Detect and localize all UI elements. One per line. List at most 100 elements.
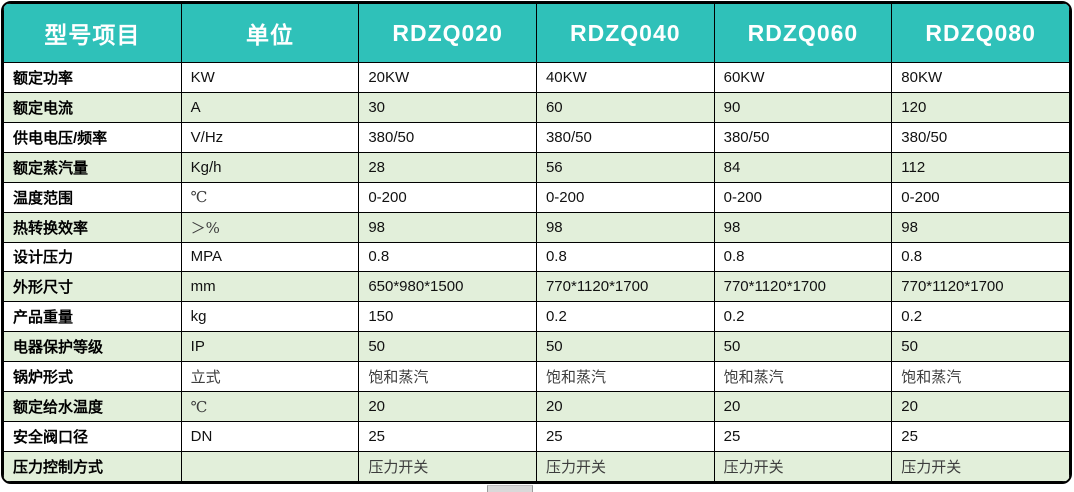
table-row: 外形尺寸 mm 650*980*1500 770*1120*1700 770*1120*… <box>3 271 1070 303</box>
unit-cell: kg <box>180 301 360 333</box>
value-cell: 0.2 <box>535 301 715 333</box>
value-cell: 60KW <box>713 62 893 93</box>
value-cell: 380/50 <box>891 121 1070 153</box>
value-cell: 20 <box>535 391 715 423</box>
spec-label-cell: 额定功率 <box>3 62 182 93</box>
value-cell: 饱和蒸汽 <box>713 361 893 393</box>
value-cell: 28 <box>358 151 537 183</box>
header-row: 型号项目 单位 RDZQ020 RDZQ040 RDZQ060 RDZQ080 <box>3 3 1070 63</box>
unit-cell: A <box>180 91 360 123</box>
spec-label-cell: 额定蒸汽量 <box>3 151 182 183</box>
value-cell: 380/50 <box>535 121 715 153</box>
table-row: 温度范围 ℃ 0-200 0-200 0-200 0-200 <box>3 181 1070 213</box>
unit-cell <box>180 450 360 482</box>
value-cell: 0.8 <box>535 241 715 273</box>
value-cell: 770*1120*1700 <box>891 271 1070 303</box>
spec-label-cell: 电器保护等级 <box>3 331 182 363</box>
unit-cell: MPA <box>180 241 360 273</box>
table-body: 额定功率 KW 20KW 40KW 60KW 80KW 额定电流 A 30 60 90 120 供电电压… <box>3 62 1070 482</box>
value-cell: 0-200 <box>358 181 537 213</box>
value-cell: 压力开关 <box>535 450 715 482</box>
value-cell: 压力开关 <box>713 450 893 482</box>
value-cell: 0.2 <box>713 301 893 333</box>
spec-label-cell: 锅炉形式 <box>3 361 182 393</box>
value-cell: 98 <box>535 211 715 243</box>
unit-cell: ＞% <box>180 211 360 243</box>
boiler-spec-table: 型号项目 单位 RDZQ020 RDZQ040 RDZQ060 RDZQ080 额定功率 K… <box>3 3 1070 482</box>
value-cell: 150 <box>358 301 537 333</box>
value-cell: 112 <box>891 151 1070 183</box>
column-header: RDZQ020 <box>358 3 537 63</box>
value-cell: 0-200 <box>535 181 715 213</box>
value-cell: 饱和蒸汽 <box>535 361 715 393</box>
column-header: RDZQ080 <box>891 3 1070 63</box>
value-cell: 25 <box>535 421 715 452</box>
table-row: 额定功率 KW 20KW 40KW 60KW 80KW <box>3 62 1070 93</box>
value-cell: 0.8 <box>713 241 893 273</box>
unit-cell: 立式 <box>180 361 360 393</box>
value-cell: 0.2 <box>891 301 1070 333</box>
table-row: 热转换效率 ＞% 98 98 98 98 <box>3 211 1070 243</box>
column-header: RDZQ060 <box>713 3 893 63</box>
value-cell: 50 <box>535 331 715 363</box>
table-header: 型号项目 单位 RDZQ020 RDZQ040 RDZQ060 RDZQ080 <box>3 3 1070 63</box>
value-cell: 40KW <box>535 62 715 93</box>
unit-cell: ℃ <box>180 391 360 423</box>
value-cell: 饱和蒸汽 <box>358 361 537 393</box>
value-cell: 0-200 <box>713 181 893 213</box>
unit-cell: DN <box>180 421 360 452</box>
value-cell: 25 <box>891 421 1070 452</box>
unit-cell: V/Hz <box>180 121 360 153</box>
value-cell: 30 <box>358 91 537 123</box>
value-cell: 98 <box>713 211 893 243</box>
value-cell: 90 <box>713 91 893 123</box>
table-row: 压力控制方式 压力开关 压力开关 压力开关 压力开关 <box>3 450 1070 482</box>
spec-table: 型号项目 单位 RDZQ020 RDZQ040 RDZQ060 RDZQ080 额定功率 K… <box>1 1 1072 484</box>
value-cell: 770*1120*1700 <box>535 271 715 303</box>
spec-label-cell: 设计压力 <box>3 241 182 273</box>
unit-cell: mm <box>180 271 360 303</box>
value-cell: 压力开关 <box>891 450 1070 482</box>
value-cell: 56 <box>535 151 715 183</box>
cropped-ui-fragment <box>487 485 533 492</box>
value-cell: 20KW <box>358 62 537 93</box>
value-cell: 25 <box>713 421 893 452</box>
value-cell: 650*980*1500 <box>358 271 537 303</box>
spec-label-cell: 外形尺寸 <box>3 271 182 303</box>
table-row: 安全阀口径 DN 25 25 25 25 <box>3 421 1070 452</box>
value-cell: 770*1120*1700 <box>713 271 893 303</box>
value-cell: 20 <box>358 391 537 423</box>
value-cell: 50 <box>891 331 1070 363</box>
value-cell: 60 <box>535 91 715 123</box>
table-row: 锅炉形式 立式 饱和蒸汽 饱和蒸汽 饱和蒸汽 饱和蒸汽 <box>3 361 1070 393</box>
value-cell: 120 <box>891 91 1070 123</box>
value-cell: 80KW <box>891 62 1070 93</box>
spec-label-cell: 额定电流 <box>3 91 182 123</box>
spec-label-cell: 供电电压/频率 <box>3 121 182 153</box>
table-row: 额定给水温度 ℃ 20 20 20 20 <box>3 391 1070 423</box>
table-row: 设计压力 MPA 0.8 0.8 0.8 0.8 <box>3 241 1070 273</box>
value-cell: 98 <box>358 211 537 243</box>
value-cell: 84 <box>713 151 893 183</box>
unit-cell: Kg/h <box>180 151 360 183</box>
spec-label-cell: 产品重量 <box>3 301 182 333</box>
spec-label-cell: 额定给水温度 <box>3 391 182 423</box>
value-cell: 0.8 <box>358 241 537 273</box>
table-row: 产品重量 kg 150 0.2 0.2 0.2 <box>3 301 1070 333</box>
spec-label-cell: 温度范围 <box>3 181 182 213</box>
value-cell: 50 <box>358 331 537 363</box>
table-row: 额定电流 A 30 60 90 120 <box>3 91 1070 123</box>
column-header: RDZQ040 <box>535 3 715 63</box>
value-cell: 380/50 <box>358 121 537 153</box>
table-row: 电器保护等级 IP 50 50 50 50 <box>3 331 1070 363</box>
value-cell: 0-200 <box>891 181 1070 213</box>
value-cell: 20 <box>713 391 893 423</box>
unit-cell: ℃ <box>180 181 360 213</box>
value-cell: 压力开关 <box>358 450 537 482</box>
spec-label-cell: 热转换效率 <box>3 211 182 243</box>
column-header: 单位 <box>180 3 360 63</box>
column-header: 型号项目 <box>3 3 182 63</box>
spec-label-cell: 压力控制方式 <box>3 450 182 482</box>
value-cell: 25 <box>358 421 537 452</box>
